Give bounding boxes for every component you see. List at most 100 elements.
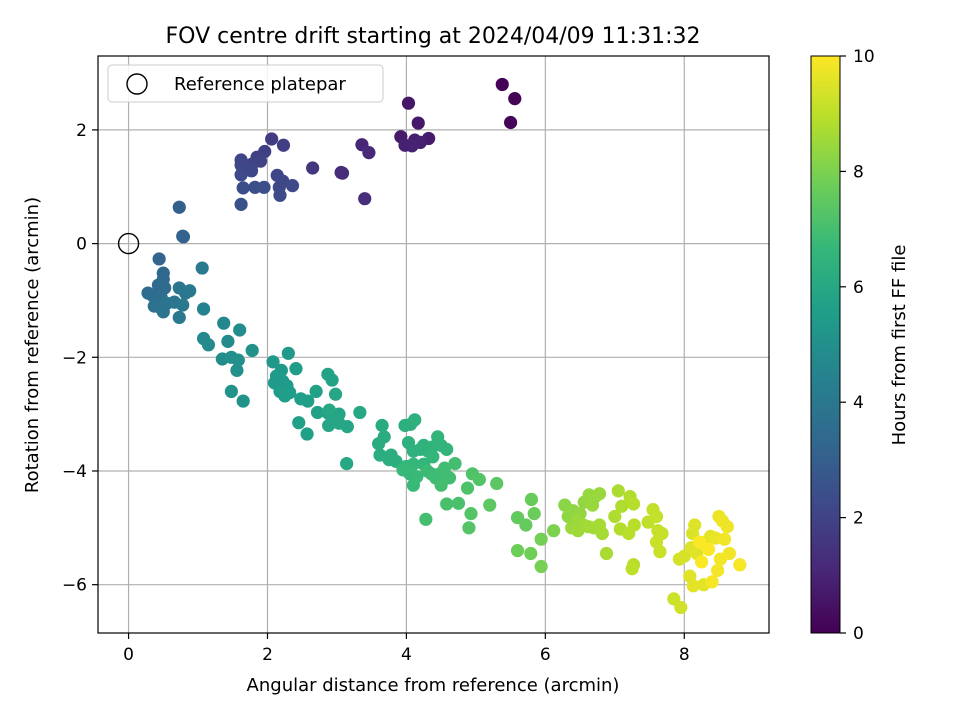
data-point xyxy=(276,138,291,152)
data-point xyxy=(377,430,391,444)
data-point xyxy=(464,507,478,521)
y-axis-ticks: −6 −4 −2 0 2 xyxy=(62,121,98,596)
colorbar-tick-label: 8 xyxy=(853,162,864,182)
data-point xyxy=(472,472,486,487)
data-point xyxy=(408,413,422,427)
data-point xyxy=(310,405,325,420)
data-point xyxy=(375,418,389,433)
data-point xyxy=(524,546,538,561)
data-point xyxy=(426,450,440,464)
data-point xyxy=(733,558,747,572)
data-point xyxy=(615,499,629,513)
data-point xyxy=(152,252,166,266)
data-point xyxy=(382,453,396,467)
data-point xyxy=(231,353,245,367)
y-tick-label: 0 xyxy=(76,235,87,255)
data-point xyxy=(322,403,336,417)
colorbar: 0 2 4 6 8 10 Hours from first FF file xyxy=(810,47,910,644)
data-point xyxy=(236,181,250,195)
data-point xyxy=(234,168,248,182)
y-tick-label: −4 xyxy=(62,462,87,482)
reference-platepar-marker xyxy=(117,232,140,255)
data-point xyxy=(285,179,300,193)
data-point xyxy=(362,146,376,160)
data-point xyxy=(653,545,667,559)
data-point xyxy=(460,481,475,495)
scatter-points xyxy=(117,77,747,615)
data-point xyxy=(717,532,732,546)
plot-frame xyxy=(97,55,770,634)
data-point xyxy=(340,420,354,434)
data-point xyxy=(266,355,280,369)
data-point xyxy=(234,158,248,172)
data-point xyxy=(524,492,539,507)
data-point xyxy=(626,497,641,511)
data-point xyxy=(278,389,292,403)
x-axis-label: Angular distance from reference (arcmin) xyxy=(247,675,620,696)
data-point xyxy=(244,164,259,178)
data-point xyxy=(353,405,367,420)
data-point xyxy=(713,552,727,566)
colorbar-tick-label: 4 xyxy=(853,393,864,413)
data-point xyxy=(405,139,419,153)
legend-marker-open-circle xyxy=(126,73,148,95)
data-point xyxy=(625,562,639,576)
legend-box xyxy=(107,64,384,103)
data-point xyxy=(534,559,548,574)
data-point xyxy=(176,230,191,244)
x-tick-label: 2 xyxy=(262,645,273,665)
data-point xyxy=(335,166,350,180)
colorbar-frame xyxy=(810,55,841,634)
x-tick-label: 6 xyxy=(540,645,551,665)
data-point xyxy=(599,546,614,561)
y-axis-label: Rotation from reference (arcmin) xyxy=(22,197,43,493)
data-point xyxy=(595,526,609,541)
data-point xyxy=(306,161,320,175)
x-tick-label: 4 xyxy=(401,645,412,665)
data-point xyxy=(273,188,287,202)
data-point xyxy=(245,343,259,358)
data-point xyxy=(224,384,238,398)
data-point xyxy=(325,373,339,387)
data-point xyxy=(720,520,734,534)
x-axis-ticks: 0 2 4 6 8 xyxy=(123,633,690,665)
data-point xyxy=(183,284,197,298)
data-point xyxy=(440,497,454,511)
data-point xyxy=(401,96,416,110)
data-point xyxy=(710,563,725,578)
data-point xyxy=(483,498,497,512)
colorbar-label: Hours from first FF file xyxy=(889,245,910,446)
chart-title: FOV centre drift starting at 2024/04/09 … xyxy=(166,24,701,49)
data-point xyxy=(281,346,295,360)
data-point xyxy=(611,484,625,498)
colorbar-tick-label: 6 xyxy=(853,278,864,298)
legend: Reference platepar xyxy=(107,64,384,103)
data-point xyxy=(649,509,664,524)
data-point xyxy=(233,323,247,337)
data-point xyxy=(547,524,561,538)
data-point xyxy=(340,456,354,471)
data-point xyxy=(176,298,190,312)
data-point xyxy=(406,478,420,492)
colorbar-ticks: 0 2 4 6 8 10 xyxy=(840,47,875,644)
data-point xyxy=(196,302,211,316)
data-point xyxy=(440,442,454,456)
y-tick-label: −2 xyxy=(62,348,87,368)
data-point xyxy=(695,555,709,569)
colorbar-tick-label: 10 xyxy=(853,47,875,67)
data-point xyxy=(248,180,262,194)
data-point xyxy=(301,394,315,408)
grid-lines xyxy=(98,56,769,633)
data-point xyxy=(300,427,314,441)
data-point xyxy=(411,116,425,130)
data-point xyxy=(217,316,231,330)
data-point xyxy=(289,362,303,376)
data-point xyxy=(592,487,607,501)
x-tick-label: 0 xyxy=(123,645,134,665)
data-point xyxy=(292,416,306,430)
data-point xyxy=(519,518,533,532)
data-point xyxy=(527,507,541,521)
colorbar-gradient xyxy=(811,56,840,633)
